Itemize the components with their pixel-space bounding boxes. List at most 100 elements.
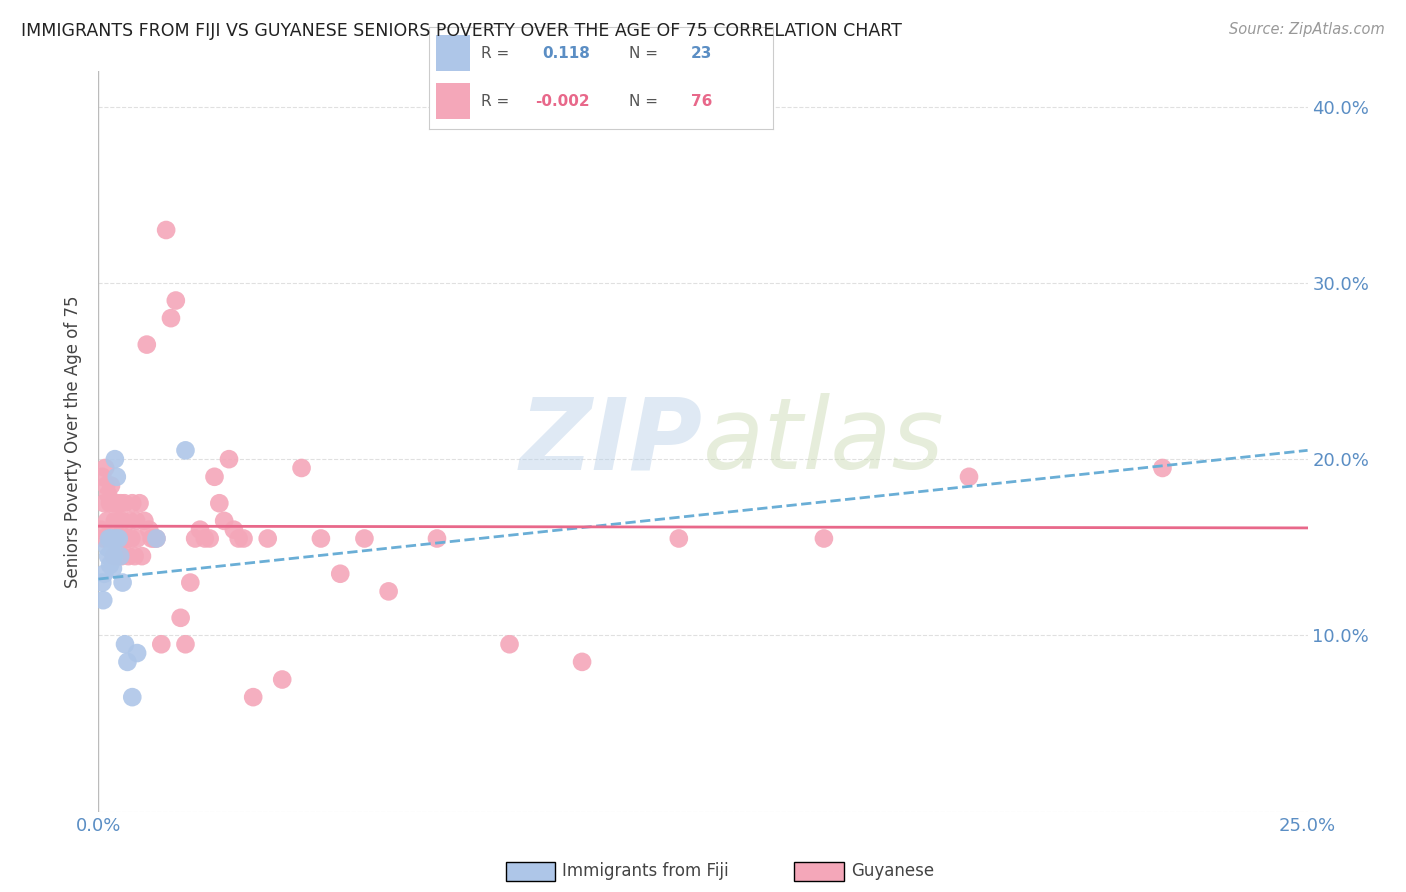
Point: [121, 690, 143, 705]
Point: [256, 532, 278, 546]
Point: [105, 470, 128, 484]
Point: [97, 549, 120, 563]
Point: [91, 470, 114, 484]
Point: [309, 532, 332, 546]
Point: [114, 532, 136, 546]
Point: [228, 532, 250, 546]
Point: [94, 461, 117, 475]
Text: Source: ZipAtlas.com: Source: ZipAtlas.com: [1229, 22, 1385, 37]
Point: [104, 452, 127, 467]
Point: [127, 532, 149, 546]
Point: [184, 532, 207, 546]
Point: [98, 558, 121, 572]
Point: [107, 514, 129, 528]
Point: [96, 514, 118, 528]
Point: [232, 532, 254, 546]
Point: [179, 575, 201, 590]
Point: [117, 549, 139, 563]
Point: [108, 532, 131, 546]
Point: [290, 461, 312, 475]
Point: [100, 478, 122, 492]
Point: [104, 532, 127, 546]
Point: [101, 532, 124, 546]
Point: [208, 496, 231, 510]
Point: [145, 532, 167, 546]
Point: [329, 566, 352, 581]
Point: [127, 646, 149, 660]
Point: [121, 496, 143, 510]
Point: [101, 561, 124, 575]
Point: [135, 337, 157, 351]
Point: [194, 532, 217, 546]
Text: Guyanese: Guyanese: [851, 863, 934, 880]
Text: R =: R =: [481, 95, 509, 109]
Text: R =: R =: [481, 45, 509, 61]
Point: [120, 532, 142, 546]
Point: [143, 532, 166, 546]
Point: [212, 514, 235, 528]
Point: [141, 532, 163, 546]
Point: [813, 532, 835, 546]
Point: [198, 532, 221, 546]
Text: N =: N =: [628, 45, 658, 61]
Point: [174, 637, 197, 651]
Point: [103, 549, 125, 563]
Point: [242, 690, 264, 705]
Point: [138, 523, 160, 537]
Point: [118, 514, 141, 528]
Point: [93, 566, 115, 581]
Point: [134, 514, 156, 528]
Point: [131, 549, 153, 563]
Point: [957, 470, 980, 484]
Text: N =: N =: [628, 95, 658, 109]
Y-axis label: Seniors Poverty Over the Age of 75: Seniors Poverty Over the Age of 75: [65, 295, 83, 588]
Point: [105, 496, 128, 510]
Point: [124, 549, 146, 563]
Point: [169, 611, 191, 625]
Point: [96, 541, 118, 555]
Point: [426, 532, 449, 546]
Point: [98, 532, 121, 546]
Point: [93, 496, 115, 510]
Point: [160, 311, 183, 326]
Point: [101, 544, 124, 558]
Text: 76: 76: [690, 95, 711, 109]
Point: [165, 293, 187, 308]
Point: [107, 532, 129, 546]
Point: [107, 549, 129, 563]
Text: IMMIGRANTS FROM FIJI VS GUYANESE SENIORS POVERTY OVER THE AGE OF 75 CORRELATION : IMMIGRANTS FROM FIJI VS GUYANESE SENIORS…: [21, 22, 903, 40]
Point: [128, 496, 150, 510]
Point: [571, 655, 593, 669]
Point: [111, 575, 134, 590]
Point: [218, 452, 240, 467]
Text: 0.118: 0.118: [543, 45, 591, 61]
Point: [104, 514, 127, 528]
Point: [98, 532, 121, 546]
Point: [115, 532, 138, 546]
Point: [103, 549, 125, 563]
Point: [98, 496, 121, 510]
Point: [91, 532, 114, 546]
Point: [111, 549, 134, 563]
Point: [377, 584, 399, 599]
Text: ZIP: ZIP: [520, 393, 703, 490]
Point: [97, 487, 120, 501]
Point: [117, 655, 139, 669]
Point: [145, 532, 167, 546]
Point: [91, 575, 114, 590]
Point: [155, 223, 177, 237]
Point: [498, 637, 520, 651]
Text: 23: 23: [690, 45, 711, 61]
Point: [222, 523, 245, 537]
Text: -0.002: -0.002: [536, 95, 591, 109]
Point: [117, 532, 139, 546]
Point: [668, 532, 690, 546]
Point: [111, 514, 134, 528]
Point: [114, 496, 136, 510]
Bar: [436, 83, 470, 119]
Point: [96, 478, 118, 492]
Point: [353, 532, 375, 546]
Point: [101, 496, 124, 510]
Bar: [436, 35, 470, 70]
Point: [110, 496, 132, 510]
